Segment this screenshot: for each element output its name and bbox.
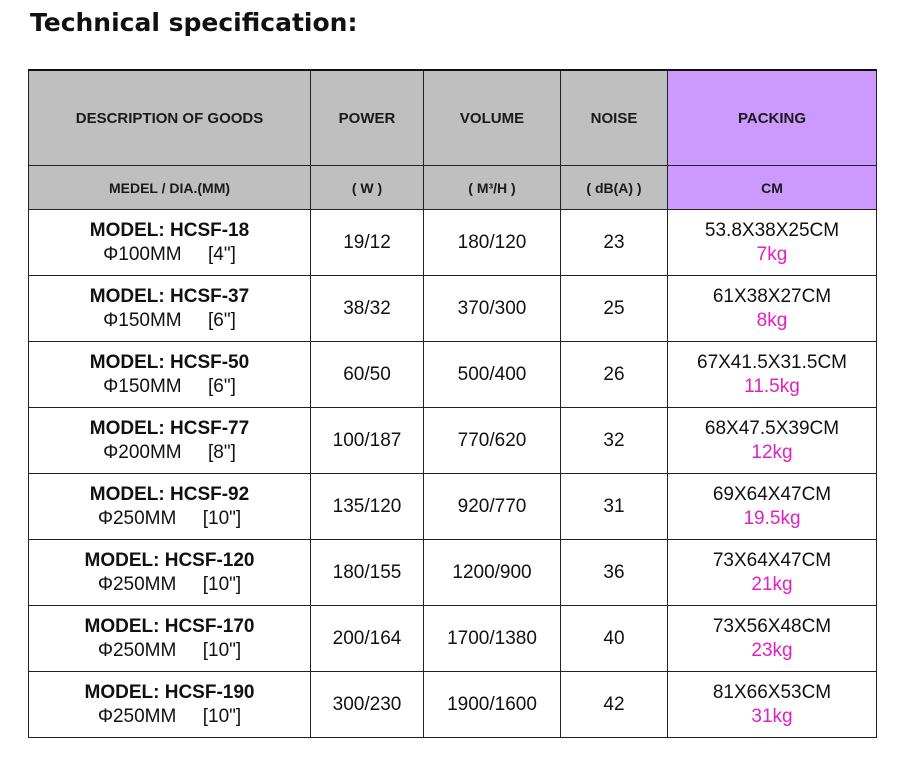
packing-size: 68X47.5X39CM <box>704 417 840 439</box>
packing-weight: 7kg <box>756 243 788 265</box>
noise-cell: 23 <box>560 209 668 276</box>
volume-cell: 770/620 <box>423 407 561 474</box>
noise-cell: 31 <box>560 473 668 540</box>
model-diameter: Φ150MM [6"] <box>103 309 236 331</box>
table-body: MODEL: HCSF-18 Φ100MM [4"] 19/12 180/120… <box>28 209 877 738</box>
packing-size: 69X64X47CM <box>712 483 832 505</box>
packing-size: 67X41.5X31.5CM <box>697 351 847 373</box>
table-row: MODEL: HCSF-37 Φ150MM [6"] 38/32 370/300… <box>28 275 877 342</box>
packing-cell: 53.8X38X25CM 7kg <box>667 209 877 276</box>
model-diameter: Φ250MM [10"] <box>97 639 242 661</box>
unit-packing: CM <box>667 165 877 210</box>
model-name: MODEL: HCSF-18 <box>89 219 250 241</box>
table-row: MODEL: HCSF-120 Φ250MM [10"] 180/155 120… <box>28 539 877 606</box>
model-diameter: Φ250MM [10"] <box>97 705 242 727</box>
model-diameter: Φ100MM [4"] <box>103 243 236 265</box>
volume-cell: 370/300 <box>423 275 561 342</box>
power-cell: 38/32 <box>310 275 424 342</box>
volume-cell: 1700/1380 <box>423 605 561 672</box>
volume-cell: 500/400 <box>423 341 561 408</box>
model-name: MODEL: HCSF-50 <box>89 351 250 373</box>
model-diameter: Φ250MM [10"] <box>97 507 242 529</box>
model-diameter: Φ250MM [10"] <box>97 573 242 595</box>
unit-model-dia: MEDEL / DIA.(MM) <box>28 165 311 210</box>
packing-cell: 73X56X48CM 23kg <box>667 605 877 672</box>
table-row: MODEL: HCSF-77 Φ200MM [8"] 100/187 770/6… <box>28 407 877 474</box>
volume-cell: 1200/900 <box>423 539 561 606</box>
packing-weight: 12kg <box>751 441 793 463</box>
power-cell: 180/155 <box>310 539 424 606</box>
volume-cell: 920/770 <box>423 473 561 540</box>
packing-cell: 67X41.5X31.5CM 11.5kg <box>667 341 877 408</box>
noise-cell: 42 <box>560 671 668 738</box>
power-cell: 19/12 <box>310 209 424 276</box>
noise-cell: 25 <box>560 275 668 342</box>
noise-cell: 36 <box>560 539 668 606</box>
header-row: DESCRIPTION OF GOODS POWER VOLUME NOISE … <box>28 69 877 166</box>
table-row: MODEL: HCSF-170 Φ250MM [10"] 200/164 170… <box>28 605 877 672</box>
table-row: MODEL: HCSF-18 Φ100MM [4"] 19/12 180/120… <box>28 209 877 276</box>
packing-cell: 73X64X47CM 21kg <box>667 539 877 606</box>
model-cell: MODEL: HCSF-37 Φ150MM [6"] <box>28 275 311 342</box>
model-name: MODEL: HCSF-170 <box>84 615 255 637</box>
unit-power: ( W ) <box>310 165 424 210</box>
page-title: Technical specification: <box>30 8 358 37</box>
model-cell: MODEL: HCSF-92 Φ250MM [10"] <box>28 473 311 540</box>
model-cell: MODEL: HCSF-18 Φ100MM [4"] <box>28 209 311 276</box>
model-cell: MODEL: HCSF-50 Φ150MM [6"] <box>28 341 311 408</box>
header-power: POWER <box>310 69 424 166</box>
volume-cell: 180/120 <box>423 209 561 276</box>
packing-size: 53.8X38X25CM <box>704 219 840 241</box>
header-volume: VOLUME <box>423 69 561 166</box>
power-cell: 135/120 <box>310 473 424 540</box>
noise-cell: 40 <box>560 605 668 672</box>
noise-cell: 26 <box>560 341 668 408</box>
model-name: MODEL: HCSF-190 <box>84 681 255 703</box>
power-cell: 100/187 <box>310 407 424 474</box>
noise-cell: 32 <box>560 407 668 474</box>
model-cell: MODEL: HCSF-77 Φ200MM [8"] <box>28 407 311 474</box>
spec-table: DESCRIPTION OF GOODS POWER VOLUME NOISE … <box>28 69 877 738</box>
unit-volume: ( M³/H ) <box>423 165 561 210</box>
power-cell: 200/164 <box>310 605 424 672</box>
model-cell: MODEL: HCSF-120 Φ250MM [10"] <box>28 539 311 606</box>
packing-size: 61X38X27CM <box>712 285 832 307</box>
packing-cell: 81X66X53CM 31kg <box>667 671 877 738</box>
header-description: DESCRIPTION OF GOODS <box>28 69 311 166</box>
packing-weight: 21kg <box>751 573 793 595</box>
model-name: MODEL: HCSF-77 <box>89 417 250 439</box>
model-diameter: Φ200MM [8"] <box>103 441 236 463</box>
packing-cell: 69X64X47CM 19.5kg <box>667 473 877 540</box>
power-cell: 300/230 <box>310 671 424 738</box>
model-name: MODEL: HCSF-37 <box>89 285 250 307</box>
packing-weight: 31kg <box>751 705 793 727</box>
model-name: MODEL: HCSF-120 <box>84 549 255 571</box>
table-row: MODEL: HCSF-50 Φ150MM [6"] 60/50 500/400… <box>28 341 877 408</box>
packing-weight: 8kg <box>756 309 788 331</box>
packing-weight: 23kg <box>751 639 793 661</box>
header-noise: NOISE <box>560 69 668 166</box>
packing-cell: 61X38X27CM 8kg <box>667 275 877 342</box>
packing-weight: 19.5kg <box>743 507 801 529</box>
table-row: MODEL: HCSF-92 Φ250MM [10"] 135/120 920/… <box>28 473 877 540</box>
power-cell: 60/50 <box>310 341 424 408</box>
packing-weight: 11.5kg <box>744 375 800 397</box>
header-packing: PACKING <box>667 69 877 166</box>
model-cell: MODEL: HCSF-190 Φ250MM [10"] <box>28 671 311 738</box>
units-row: MEDEL / DIA.(MM) ( W ) ( M³/H ) ( dB(A) … <box>28 165 877 210</box>
packing-size: 73X64X47CM <box>712 549 832 571</box>
model-cell: MODEL: HCSF-170 Φ250MM [10"] <box>28 605 311 672</box>
packing-cell: 68X47.5X39CM 12kg <box>667 407 877 474</box>
table-row: MODEL: HCSF-190 Φ250MM [10"] 300/230 190… <box>28 671 877 738</box>
volume-cell: 1900/1600 <box>423 671 561 738</box>
unit-noise: ( dB(A) ) <box>560 165 668 210</box>
packing-size: 73X56X48CM <box>712 615 832 637</box>
packing-size: 81X66X53CM <box>712 681 832 703</box>
model-name: MODEL: HCSF-92 <box>89 483 250 505</box>
model-diameter: Φ150MM [6"] <box>103 375 236 397</box>
